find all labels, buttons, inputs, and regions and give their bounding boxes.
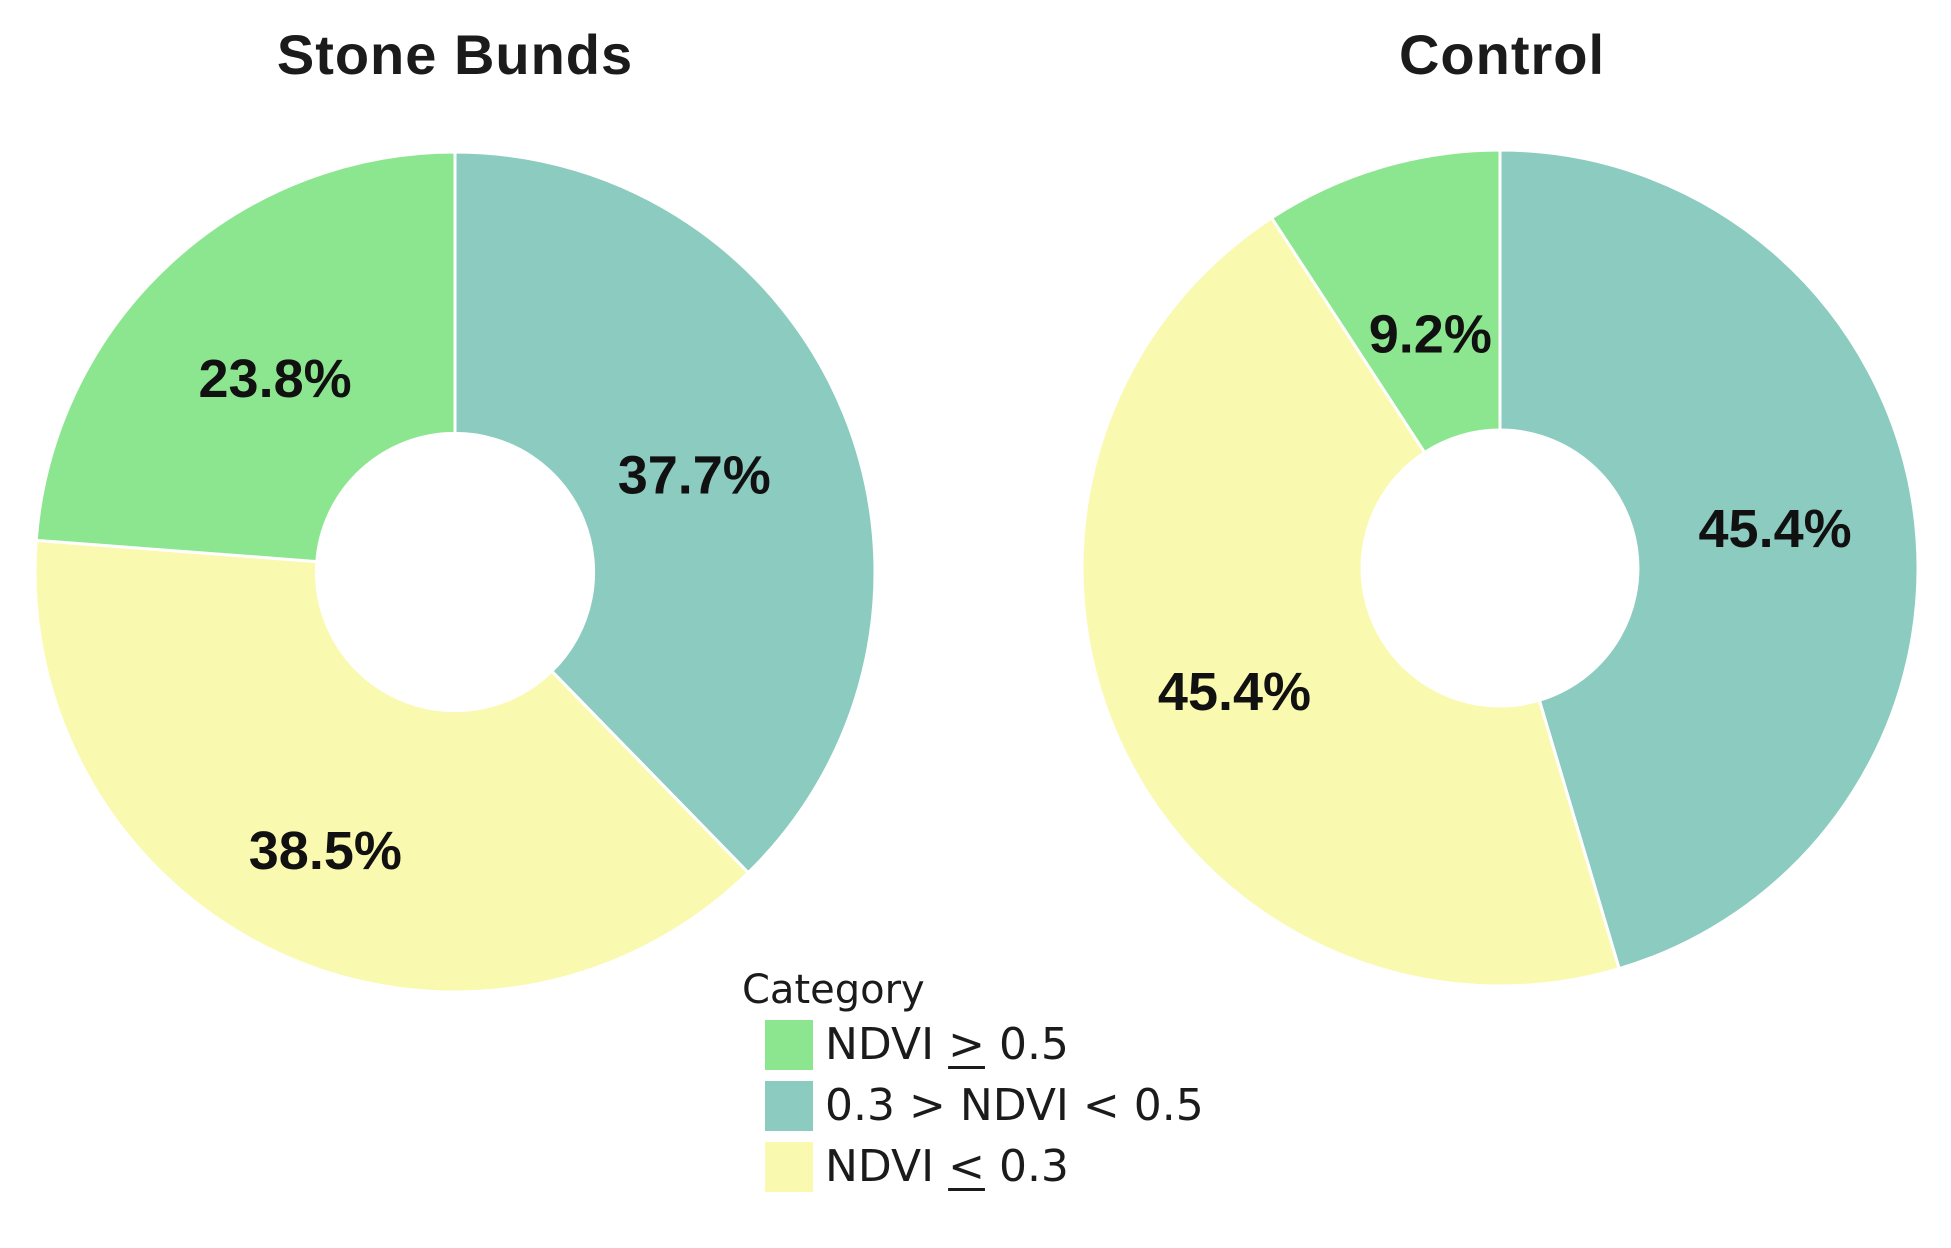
legend-color-swatch (765, 1081, 813, 1131)
slice-percentage-label: 45.4% (1158, 662, 1311, 722)
donut-0-slice-0 (453, 150, 877, 875)
legend-rows: NDVI > 0.5 0.3 > NDVI < 0.5 NDVI < 0.3 (765, 1020, 1204, 1192)
legend-item-1: 0.3 > NDVI < 0.5 (765, 1081, 1204, 1131)
chart-title-control: Control (1398, 23, 1606, 86)
donut-chart-control: 45.4% 45.4% 9.2% (1080, 148, 1920, 988)
legend: Category NDVI > 0.5 0.3 > NDVI < 0.5 NDVI … (742, 968, 1204, 1192)
slice-percentage-label: 37.7% (618, 446, 771, 506)
legend-item-label: NDVI > 0.5 (825, 1019, 1069, 1070)
legend-item-2: NDVI < 0.3 (765, 1142, 1204, 1192)
legend-item-0: NDVI > 0.5 (765, 1020, 1204, 1070)
donut-1-slice-2 (1270, 148, 1502, 454)
legend-item-label: 0.3 > NDVI < 0.5 (825, 1080, 1204, 1131)
donut-1-slice-1 (1080, 216, 1621, 988)
chart-title-stone-bunds: Stone Bunds (276, 23, 634, 86)
slice-percentage-label: 9.2% (1369, 305, 1492, 365)
legend-color-swatch (765, 1020, 813, 1070)
donut-0-slice-1 (33, 538, 750, 994)
legend-title: Category (742, 967, 925, 1013)
donut-1-slice-0 (1498, 148, 1920, 971)
donut-0-slice-2 (34, 150, 457, 564)
slice-percentage-label: 45.4% (1699, 499, 1852, 559)
slice-percentage-label: 23.8% (199, 349, 352, 409)
legend-color-swatch (765, 1142, 813, 1192)
legend-item-label: NDVI < 0.3 (825, 1141, 1069, 1192)
slice-percentage-label: 38.5% (249, 821, 402, 881)
donut-chart-stone-bunds: 37.7% 38.5% 23.8% (33, 150, 877, 994)
